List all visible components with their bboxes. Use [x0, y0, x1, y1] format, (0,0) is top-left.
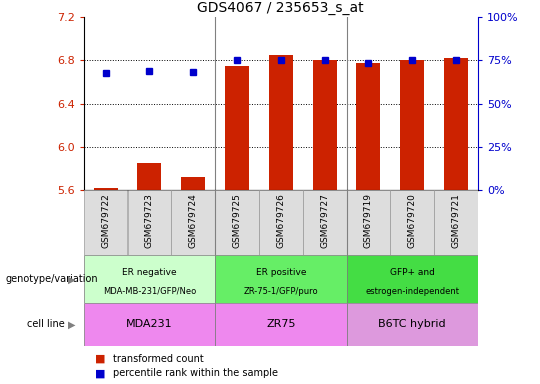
Text: GSM679720: GSM679720 [408, 194, 417, 248]
Bar [225, 66, 249, 190]
Text: GSM679727: GSM679727 [320, 194, 329, 248]
Text: GSM679722: GSM679722 [101, 194, 110, 248]
Bar [400, 61, 424, 190]
Text: MDA-MB-231/GFP/Neo: MDA-MB-231/GFP/Neo [103, 287, 196, 296]
Text: B6TC hybrid: B6TC hybrid [379, 319, 446, 329]
Bar [356, 63, 381, 190]
Bar [171, 190, 215, 255]
Text: GSM679724: GSM679724 [188, 194, 198, 248]
Bar [269, 55, 293, 190]
Text: genotype/variation: genotype/variation [5, 274, 98, 285]
Bar [84, 190, 127, 255]
Bar [303, 190, 347, 255]
Bar [127, 190, 171, 255]
Text: estrogen-independent: estrogen-independent [365, 287, 459, 296]
Text: GSM679719: GSM679719 [364, 194, 373, 248]
Text: ■: ■ [94, 354, 105, 364]
Bar [93, 188, 118, 190]
Bar [444, 58, 468, 190]
Text: transformed count: transformed count [113, 354, 204, 364]
Bar [390, 190, 434, 255]
Bar [215, 190, 259, 255]
Text: cell line: cell line [27, 319, 65, 329]
Bar [181, 177, 205, 190]
Text: GSM679721: GSM679721 [451, 194, 461, 248]
Text: ZR-75-1/GFP/puro: ZR-75-1/GFP/puro [244, 287, 318, 296]
Text: ▶: ▶ [68, 319, 76, 329]
Bar [259, 190, 303, 255]
Bar [137, 163, 161, 190]
Bar [313, 61, 336, 190]
Text: percentile rank within the sample: percentile rank within the sample [113, 368, 279, 378]
Text: GSM679725: GSM679725 [233, 194, 241, 248]
Text: GSM679726: GSM679726 [276, 194, 285, 248]
Bar [84, 255, 215, 303]
Text: ER positive: ER positive [255, 268, 306, 276]
Bar [215, 255, 347, 303]
Title: GDS4067 / 235653_s_at: GDS4067 / 235653_s_at [198, 1, 364, 15]
Text: MDA231: MDA231 [126, 319, 173, 329]
Text: ER negative: ER negative [122, 268, 177, 276]
Text: GFP+ and: GFP+ and [390, 268, 435, 276]
Text: GSM679723: GSM679723 [145, 194, 154, 248]
Text: ▶: ▶ [68, 274, 76, 285]
Bar [347, 190, 390, 255]
Bar [434, 190, 478, 255]
Bar [84, 303, 215, 346]
Text: ■: ■ [94, 368, 105, 378]
Text: ZR75: ZR75 [266, 319, 295, 329]
Bar [215, 303, 347, 346]
Bar [347, 255, 478, 303]
Bar [347, 303, 478, 346]
